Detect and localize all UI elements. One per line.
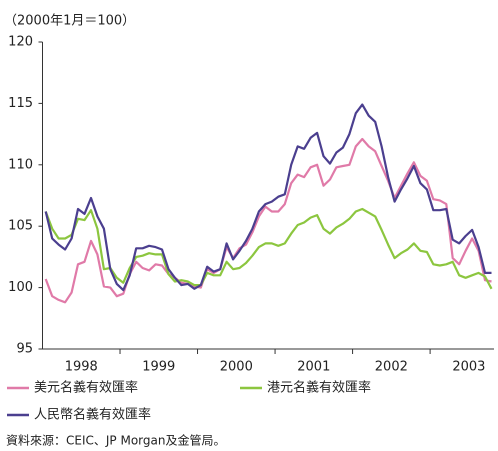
source-note: 資料來源：CEIC、JP Morgan及金管局。 bbox=[6, 433, 225, 448]
x-tick-label: 2002 bbox=[375, 360, 408, 375]
y-tick-label: 95 bbox=[16, 342, 33, 357]
series-line bbox=[44, 137, 492, 304]
legend-label: 港元名義有效匯率 bbox=[267, 380, 371, 396]
x-tick-label: 1998 bbox=[65, 360, 98, 375]
y-tick-label: 100 bbox=[8, 280, 33, 295]
legend-label: 美元名義有效匯率 bbox=[34, 380, 138, 396]
y-tick-label: 120 bbox=[8, 35, 33, 50]
series-line bbox=[44, 207, 493, 290]
x-tick-label: 2003 bbox=[452, 360, 485, 375]
y-tick-label: 110 bbox=[8, 157, 33, 172]
x-tick-label: 2000 bbox=[220, 360, 253, 375]
chart-subtitle: （2000年1月＝100） bbox=[4, 14, 135, 29]
x-tick-label: 1999 bbox=[142, 360, 175, 375]
y-tick-label: 115 bbox=[8, 96, 33, 111]
legend-label: 人民幣名義有效匯率 bbox=[34, 407, 151, 423]
y-tick-label: 105 bbox=[8, 219, 33, 234]
series-line bbox=[44, 103, 492, 292]
x-tick-label: 2001 bbox=[297, 360, 330, 375]
